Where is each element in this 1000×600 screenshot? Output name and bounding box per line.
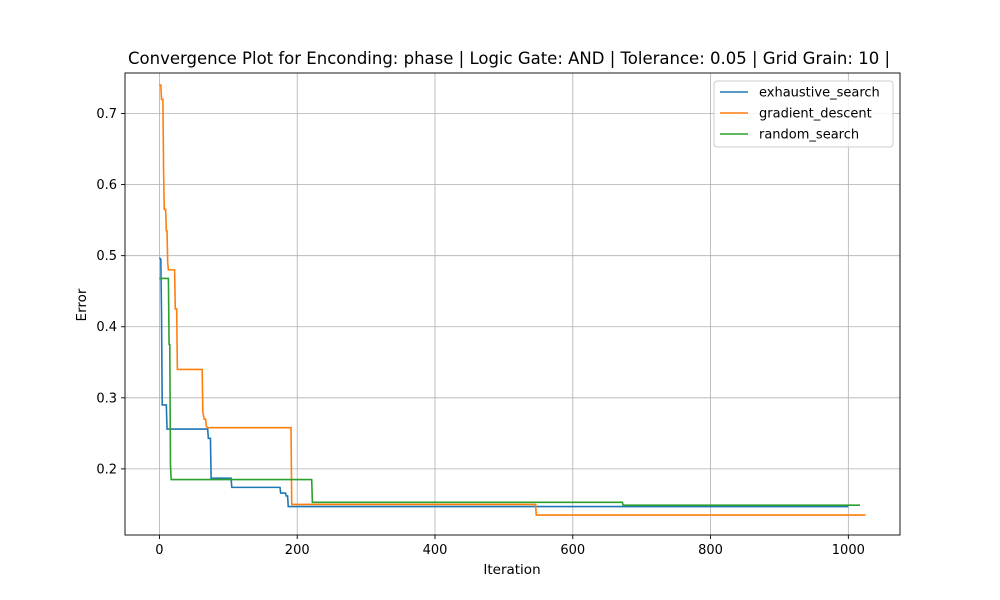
legend: exhaustive_search gradient_descent random_…: [713, 80, 894, 148]
plot-area: 0 200 400 600 800 1000 0.2 0.3 0.4 0.5 0.6 0.7: [96, 72, 901, 558]
y-tick-label: 0.2: [96, 462, 117, 477]
y-tick-label: 0.7: [96, 107, 117, 122]
legend-label-exhaustive-search: exhaustive_search: [759, 86, 880, 101]
legend-frame: [713, 80, 894, 148]
y-tick-label: 0.3: [96, 391, 117, 406]
x-tick-label: 1000: [832, 543, 865, 558]
y-tick-label: 0.5: [96, 249, 117, 264]
plot-frame: [124, 72, 901, 536]
x-tick-label: 200: [285, 543, 310, 558]
x-tick-label: 600: [560, 543, 585, 558]
y-tick-label: 0.6: [96, 178, 117, 193]
chart-title: Convergence Plot for Enconding: phase | …: [128, 49, 890, 68]
x-tick-label: 0: [155, 543, 163, 558]
series-line-exhaustive-search: [158, 257, 849, 508]
x-axis-label: Iteration: [483, 562, 540, 578]
legend-label-random-search: random_search: [759, 128, 859, 143]
series-line-random-search: [159, 277, 861, 506]
y-axis-label: Error: [74, 288, 90, 321]
x-tick-label: 800: [698, 543, 723, 558]
x-tick-label: 400: [423, 543, 448, 558]
y-tick-label: 0.4: [96, 320, 117, 335]
legend-label-gradient-descent: gradient_descent: [759, 107, 872, 122]
series-line-gradient-descent: [159, 84, 866, 516]
